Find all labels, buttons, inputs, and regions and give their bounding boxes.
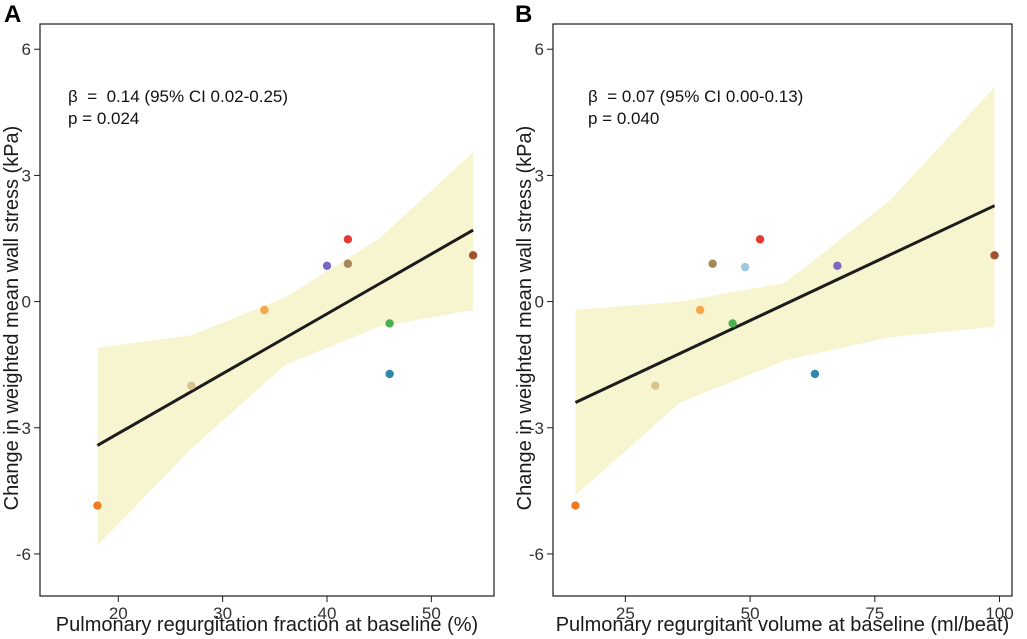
x-tick-label: 30 [213, 604, 232, 623]
data-point [833, 261, 842, 271]
y-tick-label: 6 [535, 40, 544, 59]
regression-line [574, 204, 996, 404]
y-tick-label: 0 [22, 293, 31, 312]
x-tick-label: 20 [109, 604, 128, 623]
x-tick-label: 25 [616, 604, 635, 623]
annotation-line: β = 0.07 (95% CI 0.00-0.13) [588, 87, 803, 106]
panel-letter: A [4, 1, 21, 28]
y-tick-label: 3 [22, 166, 31, 185]
x-tick-label: 40 [318, 604, 337, 623]
x-tick-label: 50 [741, 604, 760, 623]
regression-line [96, 228, 474, 447]
plot-frame [39, 23, 495, 597]
y-axis-title: Change in weighted mean wall stress (kPa… [514, 126, 536, 511]
y-tick-label: -3 [16, 419, 31, 438]
y-tick-label: -6 [529, 545, 544, 564]
x-axis-title: Pulmonary regurgitant volume at baseline… [556, 614, 1010, 636]
confidence-band [97, 152, 474, 546]
x-tick-label: 75 [865, 604, 884, 623]
data-point [93, 501, 102, 510]
annotation-line: β = 0.14 (95% CI 0.02-0.25) [68, 87, 288, 106]
data-point [468, 251, 478, 260]
data-point [322, 261, 332, 271]
panel-letter: B [515, 1, 532, 28]
data-point [740, 262, 750, 272]
plot-frame [552, 23, 1013, 597]
annotation-line: p = 0.024 [68, 109, 139, 128]
y-tick-label: 3 [535, 166, 544, 185]
data-point [651, 381, 660, 390]
data-point [755, 235, 765, 244]
y-tick-label: 0 [535, 293, 544, 312]
x-tick-label: 50 [422, 604, 441, 623]
x-tick-label: 100 [985, 604, 1013, 623]
data-point [695, 305, 705, 315]
data-point [810, 369, 820, 379]
data-point [385, 369, 394, 379]
data-point [187, 381, 196, 390]
y-tick-label: -6 [16, 545, 31, 564]
y-tick-label: -3 [529, 419, 544, 438]
data-point [385, 319, 394, 328]
data-point [990, 251, 999, 260]
data-point [571, 501, 580, 510]
data-point [343, 235, 353, 244]
confidence-band [575, 87, 995, 496]
data-point [343, 259, 353, 268]
annotation-line: p = 0.040 [588, 109, 659, 128]
y-tick-label: 6 [22, 40, 31, 59]
x-axis-title: Pulmonary regurgitation fraction at base… [56, 614, 478, 636]
y-axis-title: Change in weighted mean wall stress (kPa… [1, 126, 23, 511]
data-point [260, 305, 269, 315]
data-point [728, 319, 737, 328]
data-point [708, 259, 717, 268]
